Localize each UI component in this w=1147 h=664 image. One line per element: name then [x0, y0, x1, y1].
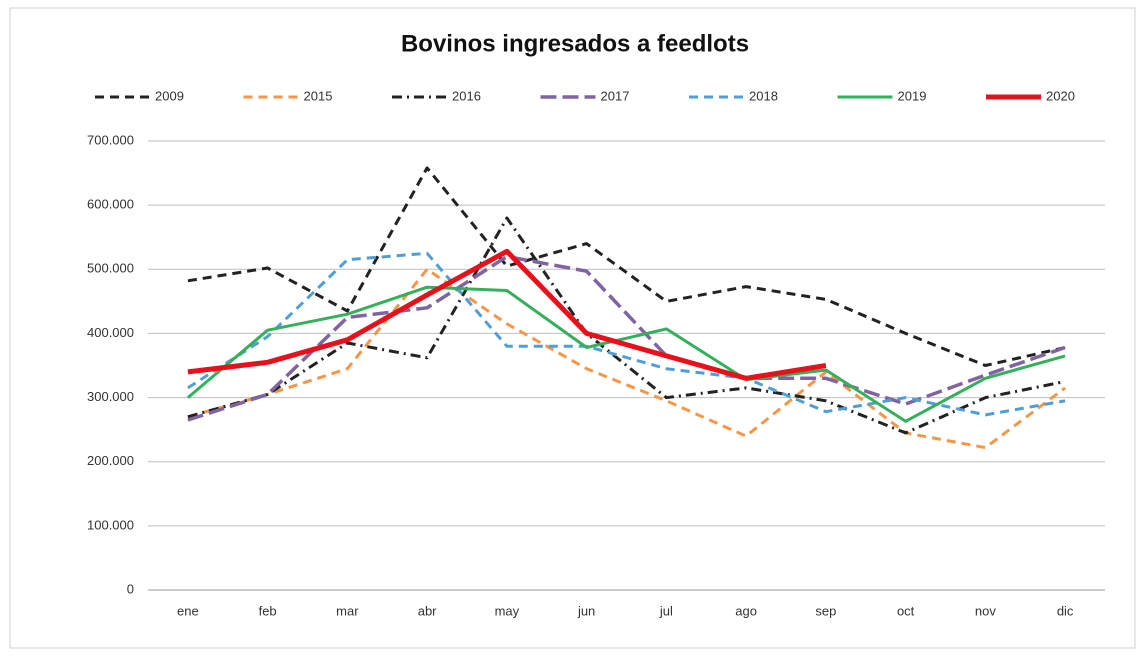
series-line: [187, 248, 827, 381]
x-tick-label: ago: [735, 603, 757, 618]
x-tick-label: oct: [897, 603, 915, 618]
legend-label: 2019: [898, 88, 927, 103]
series-line: [187, 267, 1066, 450]
chart-frame: [9, 7, 1136, 649]
series-line: [187, 251, 1066, 417]
x-tick-label: jul: [659, 603, 673, 618]
x-tick-label: may: [495, 603, 520, 618]
x-tick-label: dic: [1057, 603, 1074, 618]
legend-label: 2009: [155, 88, 184, 103]
y-tick-label: 200.000: [87, 453, 134, 468]
legend-label: 2018: [749, 88, 778, 103]
x-tick-label: feb: [259, 603, 277, 618]
y-tick-label: 0: [127, 581, 134, 596]
legend-label: 2016: [452, 88, 481, 103]
y-tick-label: 500.000: [87, 261, 134, 276]
legend-label: 2015: [304, 88, 333, 103]
chart-title: Bovinos ingresados a feedlots: [401, 30, 749, 57]
x-tick-label: ene: [177, 603, 199, 618]
series-line: [187, 166, 1066, 367]
y-tick-label: 400.000: [87, 325, 134, 340]
x-tick-label: nov: [975, 603, 996, 618]
legend-label: 2020: [1046, 88, 1075, 103]
y-tick-label: 600.000: [87, 197, 134, 212]
y-tick-label: 700.000: [87, 132, 134, 147]
y-tick-label: 300.000: [87, 389, 134, 404]
legend-label: 2017: [601, 88, 630, 103]
x-tick-label: sep: [815, 603, 836, 618]
series-line: [186, 285, 1066, 423]
x-tick-label: jun: [577, 603, 595, 618]
series-line: [187, 216, 1066, 435]
x-tick-label: mar: [336, 603, 359, 618]
y-tick-label: 100.000: [87, 517, 134, 532]
x-tick-label: abr: [418, 603, 437, 618]
